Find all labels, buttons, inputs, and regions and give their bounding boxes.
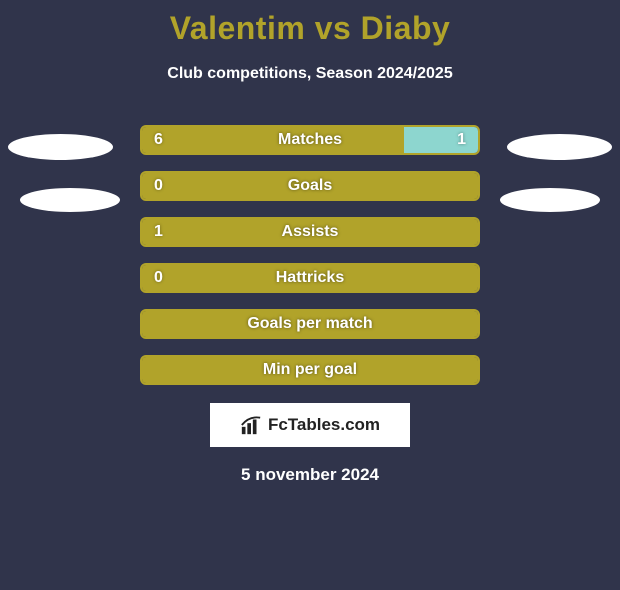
stat-row: Goals0 xyxy=(0,171,620,201)
stat-value-right: 1 xyxy=(457,127,466,153)
stat-label: Hattricks xyxy=(142,265,478,291)
stat-bar: Hattricks0 xyxy=(140,263,480,293)
stat-value-left: 6 xyxy=(154,127,163,153)
stat-value-left: 1 xyxy=(154,219,163,245)
stat-row: Assists1 xyxy=(0,217,620,247)
stat-row: Min per goal xyxy=(0,355,620,385)
stat-bar: Goals0 xyxy=(140,171,480,201)
stat-label: Goals per match xyxy=(142,311,478,337)
stat-row: Hattricks0 xyxy=(0,263,620,293)
page-title: Valentim vs Diaby xyxy=(0,10,620,47)
fctables-logo-icon xyxy=(240,414,262,436)
stat-row: Goals per match xyxy=(0,309,620,339)
comparison-rows: Matches61Goals0Assists1Hattricks0Goals p… xyxy=(0,125,620,385)
stat-bar: Goals per match xyxy=(140,309,480,339)
brand-text: FcTables.com xyxy=(268,415,380,435)
stat-bar: Assists1 xyxy=(140,217,480,247)
date-text: 5 november 2024 xyxy=(0,465,620,485)
stat-label: Goals xyxy=(142,173,478,199)
stat-label: Matches xyxy=(142,127,478,153)
stat-row: Matches6 1 xyxy=(0,125,620,155)
stat-value-left: 0 xyxy=(154,265,163,291)
stat-label: Min per goal xyxy=(142,357,478,383)
page-subtitle: Club competitions, Season 2024/2025 xyxy=(0,65,620,83)
stat-bar: Min per goal xyxy=(140,355,480,385)
stat-bar: Matches6 1 xyxy=(140,125,480,155)
stat-value-left: 0 xyxy=(154,173,163,199)
brand-box: FcTables.com xyxy=(210,403,410,447)
stat-label: Assists xyxy=(142,219,478,245)
